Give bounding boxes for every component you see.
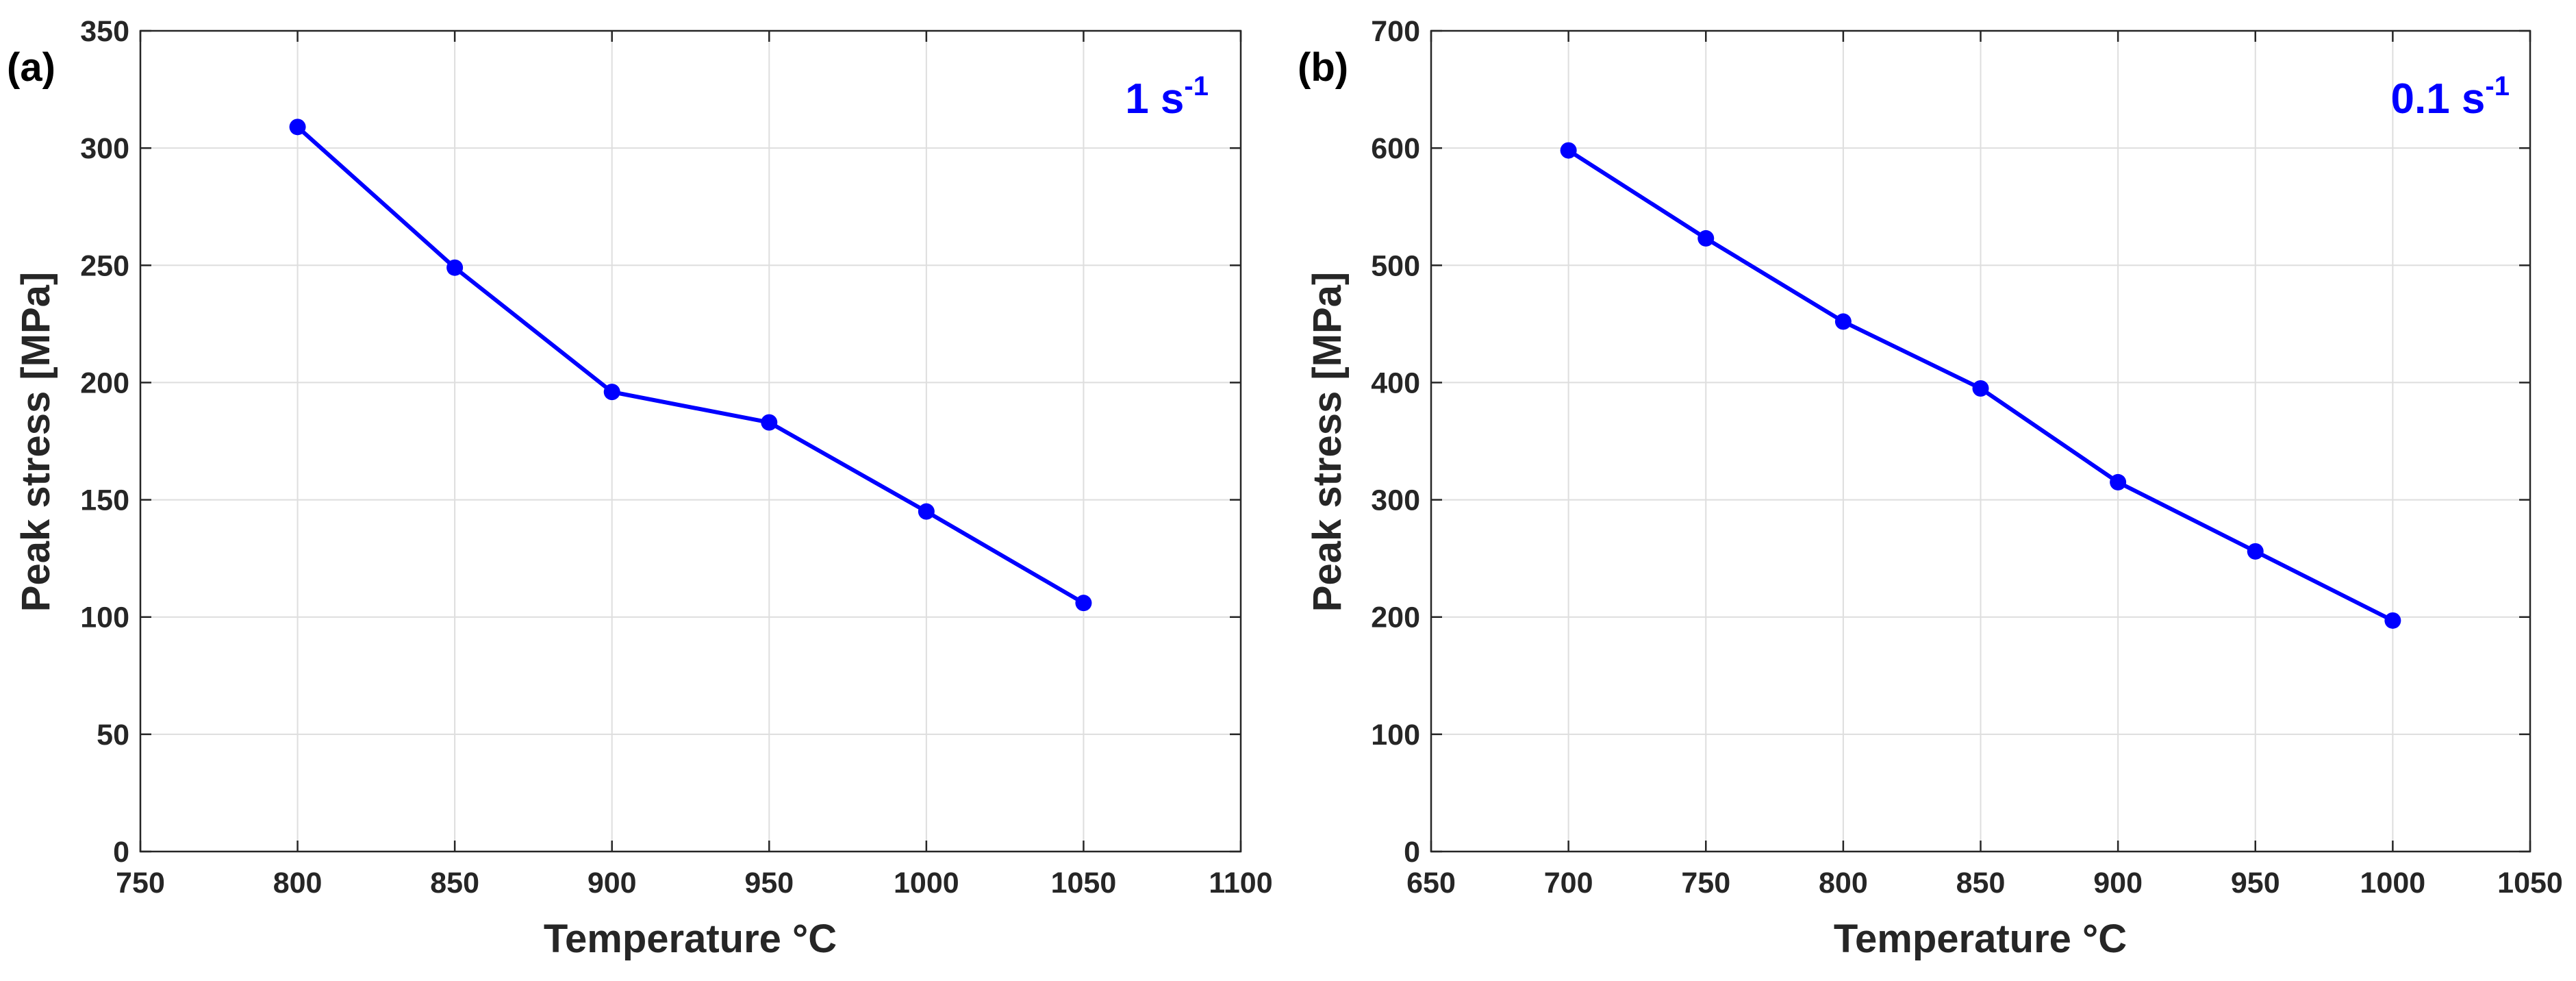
panel-b-x-tick-label: 750 — [1681, 867, 1730, 899]
panel-b-y-tick-label: 400 — [1371, 367, 1420, 399]
panel-b-x-tick-label: 1000 — [2360, 867, 2426, 899]
panel-a-x-tick-label: 950 — [744, 867, 794, 899]
panel-b-y-axis-label: Peak stress [MPa] — [1305, 272, 1350, 612]
panel-a-data-point — [1075, 595, 1092, 612]
panel-b-data-point — [1560, 142, 1577, 159]
panel-b-y-tick-label: 500 — [1371, 249, 1420, 282]
panel-a-plot-area: 750 800 850 900 950 1000 1050 1100 0 50 100 150 200 2… — [80, 15, 1272, 899]
panel-b-data-point — [2384, 612, 2401, 629]
panel-a-x-tick-label: 800 — [273, 867, 323, 899]
panel-a-y-tick-label: 250 — [80, 249, 129, 282]
panel-a-y-tick-label: 0 — [113, 836, 129, 869]
panel-b-data-point — [2110, 473, 2127, 490]
panel-a-y-tick-label: 350 — [80, 15, 129, 48]
panel-a-y-tick-label: 300 — [80, 132, 129, 165]
panel-b-y-tick-label: 100 — [1371, 719, 1420, 752]
panel-b-y-tick-label: 700 — [1371, 15, 1420, 48]
panel-a-axes-box — [139, 29, 1242, 853]
panel-a-data-point — [603, 384, 620, 401]
panel-b-y-tick-label: 200 — [1371, 601, 1420, 634]
panel-b: 650 700 750 800 850 900 950 1000 1050 0 100 200 300 4… — [1298, 15, 2563, 961]
panel-a-data-point — [446, 259, 464, 276]
panel-a-x-tick-label: 750 — [116, 867, 165, 899]
panel-b-label: (b) — [1298, 45, 1348, 90]
panel-a-y-tick-label: 150 — [80, 484, 129, 517]
panel-a-x-tick-label: 1000 — [894, 867, 959, 899]
panel-b-strain-rate-exponent: -1 — [2485, 71, 2510, 101]
panel-b-y-tick-label: 0 — [1404, 836, 1420, 869]
panel-a-strain-rate-label: 1 s-1 — [1125, 71, 1209, 123]
panel-a-x-tick-label: 1050 — [1051, 867, 1117, 899]
panel-b-plot-area: 650 700 750 800 850 900 950 1000 1050 0 100 200 300 4… — [1371, 15, 2563, 899]
panel-b-x-tick-label: 800 — [1819, 867, 1868, 899]
panel-a: 750 800 850 900 950 1000 1050 1100 0 50 100 150 200 2… — [7, 15, 1273, 961]
panel-b-x-tick-label: 900 — [2093, 867, 2143, 899]
panel-a-strain-rate-base: 1 s — [1125, 75, 1184, 123]
panel-b-data-point — [1972, 380, 1989, 397]
panel-a-x-tick-label: 1100 — [1209, 867, 1272, 899]
panel-b-x-tick-label: 950 — [2231, 867, 2280, 899]
panel-a-plot-background — [140, 31, 1241, 852]
panel-a-label: (a) — [7, 45, 55, 90]
panel-a-y-tick-label: 200 — [80, 367, 129, 399]
panel-a-x-axis-label: Temperature °C — [544, 917, 837, 961]
panel-b-x-tick-label: 1050 — [2497, 867, 2563, 899]
panel-a-strain-rate-exponent: -1 — [1184, 71, 1209, 101]
panel-b-x-tick-label: 850 — [1956, 867, 2006, 899]
panel-a-y-tick-label: 50 — [97, 719, 129, 752]
panel-a-data-point — [918, 503, 935, 520]
panel-b-strain-rate-base: 0.1 s — [2391, 75, 2486, 123]
panel-a-x-tick-label: 900 — [588, 867, 637, 899]
panel-b-strain-rate-label: 0.1 s-1 — [2391, 71, 2510, 123]
panel-b-data-point — [1834, 313, 1852, 330]
panel-a-y-axis-label: Peak stress [MPa] — [14, 272, 58, 612]
panel-b-data-point — [1697, 229, 1715, 247]
panel-b-y-tick-label: 300 — [1371, 484, 1420, 517]
panel-b-x-axis-label: Temperature °C — [1834, 917, 2127, 961]
panel-a-y-tick-label: 100 — [80, 601, 129, 634]
panel-a-x-tick-label: 850 — [430, 867, 479, 899]
panel-a-data-point — [761, 414, 778, 431]
panel-b-y-tick-label: 600 — [1371, 132, 1420, 165]
panel-a-series-line — [296, 125, 1085, 605]
panel-b-x-tick-label: 700 — [1544, 867, 1593, 899]
panel-b-x-tick-label: 650 — [1406, 867, 1456, 899]
panel-a-data-point — [289, 119, 306, 136]
panel-b-data-point — [2247, 543, 2264, 560]
